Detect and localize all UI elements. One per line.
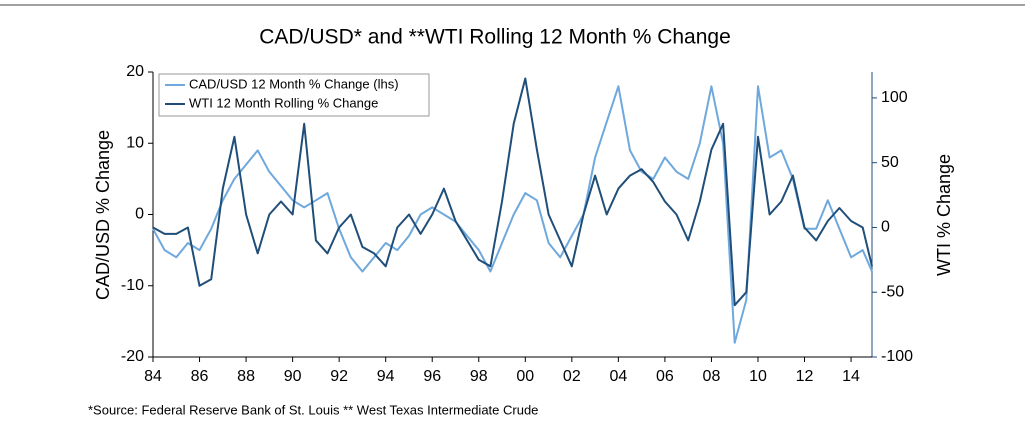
x-tick-label: 06 bbox=[656, 368, 674, 385]
y-axis-label: CAD/USD % Change bbox=[93, 130, 113, 300]
x-tick-label: 92 bbox=[330, 368, 348, 385]
chart-title: CAD/USD* and **WTI Rolling 12 Month % Ch… bbox=[259, 26, 731, 49]
series-line bbox=[152, 85, 873, 344]
y-tick-label: 20 bbox=[126, 63, 144, 80]
x-tick-label: 14 bbox=[842, 368, 860, 385]
y-tick-label: -20 bbox=[121, 348, 144, 365]
x-tick-label: 04 bbox=[609, 368, 627, 385]
x-tick-label: 84 bbox=[144, 368, 162, 385]
x-tick-label: 88 bbox=[237, 368, 255, 385]
series-line bbox=[152, 77, 873, 307]
x-tick-label: 08 bbox=[703, 368, 721, 385]
x-tick-label: 86 bbox=[191, 368, 209, 385]
y2-axis-label: WTI % Change bbox=[934, 154, 954, 276]
x-tick-label: 90 bbox=[284, 368, 302, 385]
x-tick-label: 12 bbox=[796, 368, 814, 385]
x-tick-label: 94 bbox=[377, 368, 395, 385]
y2-tick-label: 0 bbox=[881, 219, 890, 236]
y-tick-label: 10 bbox=[126, 134, 144, 151]
legend-label: CAD/USD 12 Month % Change (lhs) bbox=[189, 76, 399, 91]
x-tick-label: 00 bbox=[516, 368, 534, 385]
y2-tick-label: 50 bbox=[881, 154, 899, 171]
legend-label: WTI 12 Month Rolling % Change bbox=[189, 95, 378, 110]
x-tick-label: 98 bbox=[470, 368, 488, 385]
footnote: *Source: Federal Reserve Bank of St. Lou… bbox=[88, 402, 538, 417]
y2-tick-label: -100 bbox=[881, 348, 913, 365]
y2-tick-label: -50 bbox=[881, 283, 904, 300]
y-tick-label: -10 bbox=[121, 277, 144, 294]
y2-tick-label: 100 bbox=[881, 89, 908, 106]
x-tick-label: 10 bbox=[749, 368, 767, 385]
y-tick-label: 0 bbox=[135, 206, 144, 223]
x-tick-label: 02 bbox=[563, 368, 581, 385]
x-tick-label: 96 bbox=[423, 368, 441, 385]
legend-box bbox=[158, 73, 430, 117]
